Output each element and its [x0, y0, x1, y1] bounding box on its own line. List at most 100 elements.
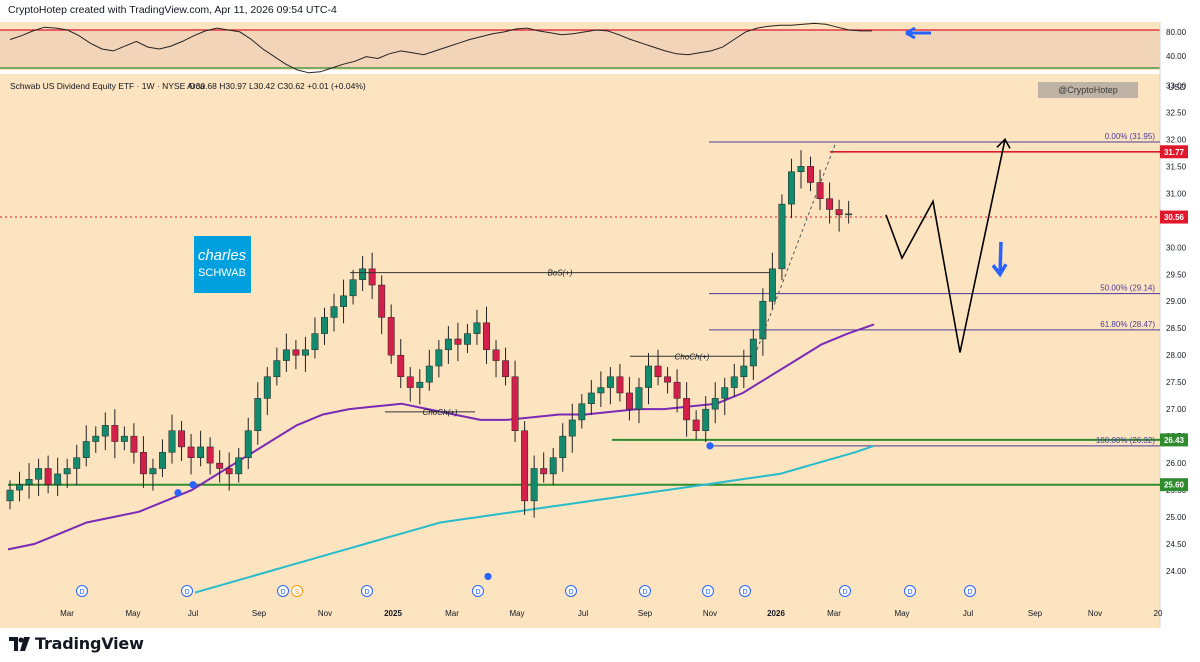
candle-body — [263, 376, 271, 399]
dividend-marker-label: S — [295, 589, 300, 596]
candle-body — [540, 468, 548, 475]
candle-body — [311, 333, 319, 351]
choch-label: ChoCh(+) — [423, 408, 458, 417]
candle-body — [559, 435, 567, 458]
candle-body — [16, 484, 23, 491]
fib-label: 50.00% (29.14) — [1100, 284, 1155, 293]
rsi-line — [9, 22, 872, 74]
time-tick: Jul — [578, 609, 588, 618]
candle-body — [359, 268, 367, 280]
dividend-marker — [361, 585, 373, 597]
candle-body — [606, 376, 614, 388]
dividend-marker — [702, 585, 714, 597]
time-tick: Mar — [445, 609, 459, 618]
candle-body — [654, 365, 662, 378]
candle-body — [778, 203, 786, 270]
dividend-marker-label: D — [842, 589, 847, 596]
candle-body — [797, 166, 805, 172]
brand-text: TradingView — [35, 634, 144, 653]
time-tick: Sep — [252, 609, 267, 618]
candle-body — [702, 408, 710, 431]
candle-body — [816, 182, 824, 199]
time-tick: Mar — [827, 609, 841, 618]
time-axis — [0, 598, 1160, 628]
candle-body — [82, 441, 90, 458]
candle-body — [101, 425, 109, 437]
dividend-marker-label: D — [967, 589, 972, 596]
dividend-marker-label: D — [184, 589, 189, 596]
price-label-box — [1160, 433, 1188, 447]
time-tick: Nov — [1088, 609, 1102, 618]
dividend-marker-label: D — [79, 589, 84, 596]
candle-body — [178, 430, 185, 448]
logo-line2: SCHWAB — [198, 267, 246, 279]
dividend-marker — [277, 585, 289, 597]
price-tick: 33.00 — [1166, 81, 1187, 90]
dividend-marker-label: D — [280, 589, 285, 596]
candle-body — [378, 284, 386, 318]
candle-body — [225, 468, 233, 475]
projection-arrowhead-icon — [996, 138, 1011, 149]
price-tick: 32.50 — [1166, 108, 1187, 117]
candle-body — [511, 376, 519, 431]
dividend-marker — [76, 585, 88, 597]
fib-label: 0.00% (31.95) — [1105, 132, 1156, 141]
candle-body — [444, 338, 452, 351]
price-tick: 29.50 — [1166, 270, 1187, 279]
candle-body — [54, 473, 62, 485]
dividend-marker — [739, 585, 751, 597]
swing-dot — [174, 489, 182, 497]
time-tick: Sep — [1028, 609, 1043, 618]
dividend-marker — [904, 585, 916, 597]
candle-body — [254, 398, 262, 431]
price-label: 31.77 — [1164, 148, 1185, 157]
dividend-marker — [181, 585, 193, 597]
price-tick: 31.50 — [1166, 162, 1187, 171]
candle-body — [568, 419, 576, 437]
footer: TradingView — [0, 628, 1200, 662]
candle-body — [749, 338, 757, 367]
price-tick: 27.00 — [1166, 405, 1187, 414]
swing-dot — [706, 442, 714, 450]
candle-body — [549, 457, 557, 475]
candle-body — [301, 349, 309, 356]
candle-body — [6, 489, 14, 502]
candle-body — [502, 360, 510, 378]
tradingview-logo[interactable]: TradingView — [9, 634, 144, 653]
dividend-marker — [472, 585, 484, 597]
down-arrow-icon — [991, 241, 1008, 278]
rsi-tick: 80.00 — [1166, 28, 1187, 37]
dividend-marker-label: D — [642, 589, 647, 596]
candle-body — [664, 376, 672, 383]
candle-body — [730, 376, 738, 388]
candle-body — [197, 446, 205, 458]
candle-body — [187, 446, 195, 458]
price-label-box — [1160, 478, 1188, 492]
time-tick: Nov — [703, 609, 717, 618]
candle-body — [645, 365, 652, 388]
candle-body — [273, 360, 281, 378]
candle-body — [330, 306, 338, 318]
logo-line1: charles — [198, 247, 247, 264]
fib-label: 100.00% (26.32) — [1096, 436, 1155, 445]
price-tick: 32.00 — [1166, 135, 1187, 144]
choch-label: ChoCh(+) — [675, 352, 710, 361]
candle-body — [25, 479, 33, 485]
candle-body — [349, 279, 357, 297]
candle-body — [845, 213, 853, 216]
candle-body — [788, 171, 795, 205]
price-tick: 24.50 — [1166, 540, 1187, 549]
candle-body — [673, 381, 681, 399]
candle-body — [168, 430, 176, 453]
header-bar: CryptoHotep created with TradingView.com… — [0, 0, 1200, 22]
candle-body — [587, 392, 595, 405]
candle-body — [521, 430, 529, 502]
candle-body — [683, 398, 691, 421]
dividend-marker — [839, 585, 851, 597]
price-label-box — [1160, 210, 1188, 224]
price-tick: 31.00 — [1166, 189, 1187, 198]
price-label: 25.60 — [1164, 481, 1185, 490]
chart-area[interactable]: 80.00 40.00 Schwab US Dividend Equity ET… — [0, 22, 1200, 628]
candle-body — [835, 209, 843, 216]
candle-body — [368, 268, 376, 286]
